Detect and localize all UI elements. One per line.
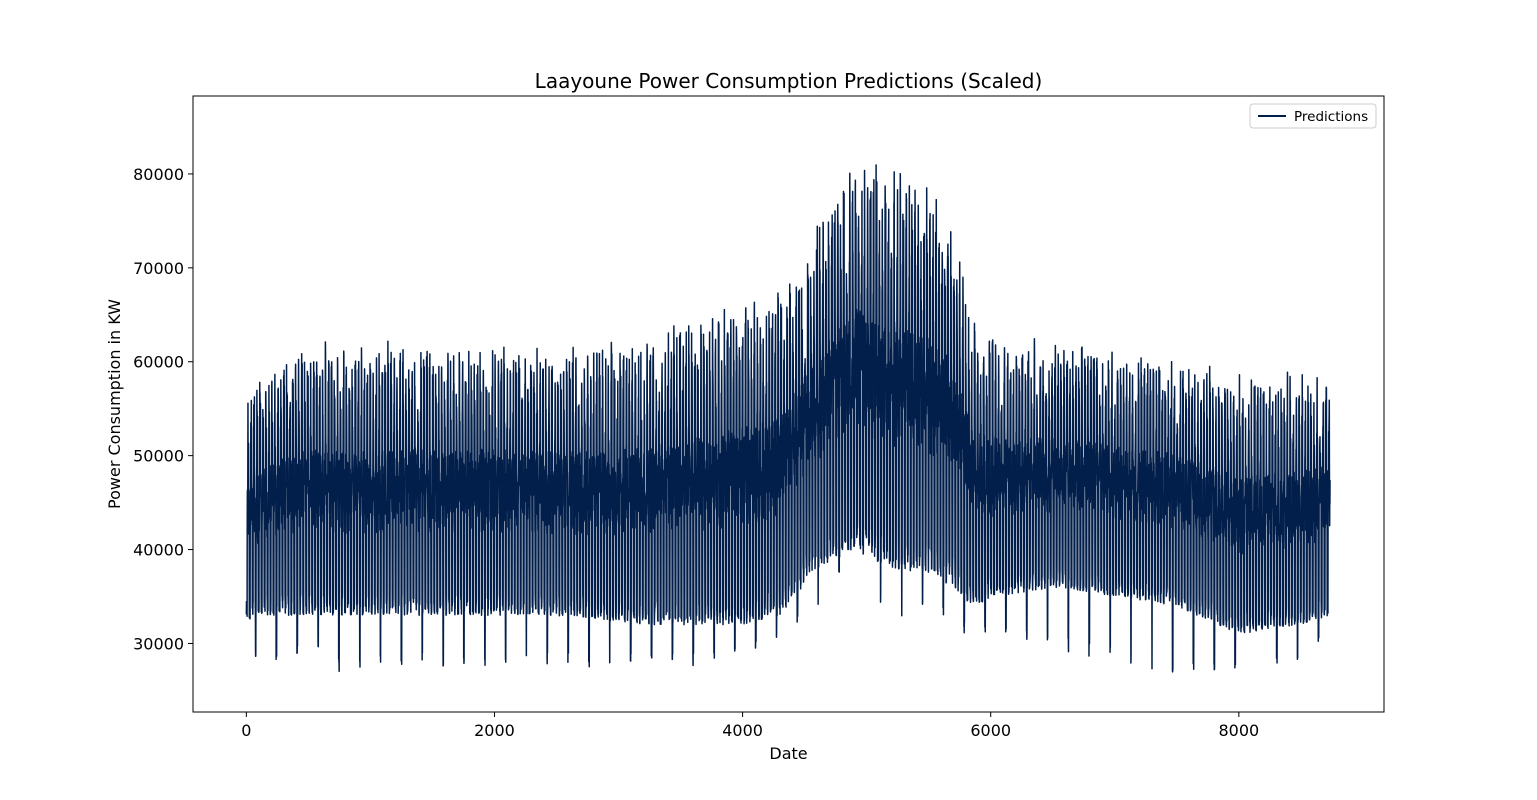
y-tick-label: 40000 bbox=[133, 541, 184, 560]
x-tick-label: 0 bbox=[241, 721, 251, 740]
y-tick-label: 50000 bbox=[133, 447, 184, 466]
x-tick-label: 2000 bbox=[474, 721, 515, 740]
chart-title: Laayoune Power Consumption Predictions (… bbox=[535, 69, 1043, 93]
x-axis-label: Date bbox=[769, 744, 807, 763]
y-axis-label: Power Consumption in KW bbox=[105, 299, 124, 509]
legend: Predictions bbox=[1249, 103, 1377, 129]
y-tick-label: 80000 bbox=[133, 165, 184, 184]
axes: 0 2000 4000 6000 8000 30000 40000 50000 60000 700… bbox=[133, 95, 1385, 740]
y-tick-label: 30000 bbox=[133, 634, 184, 653]
x-tick-label: 4000 bbox=[722, 721, 763, 740]
y-tick-label: 60000 bbox=[133, 353, 184, 372]
x-tick-label: 6000 bbox=[970, 721, 1011, 740]
x-tick-label: 8000 bbox=[1218, 721, 1259, 740]
legend-box bbox=[1249, 103, 1377, 129]
series-line-predictions bbox=[245, 164, 1331, 673]
legend-label-predictions: Predictions bbox=[1294, 109, 1368, 125]
y-tick-label: 70000 bbox=[133, 259, 184, 278]
plot-background bbox=[193, 96, 1384, 712]
axes-frame bbox=[192, 95, 1385, 713]
plot-area bbox=[193, 96, 1384, 712]
